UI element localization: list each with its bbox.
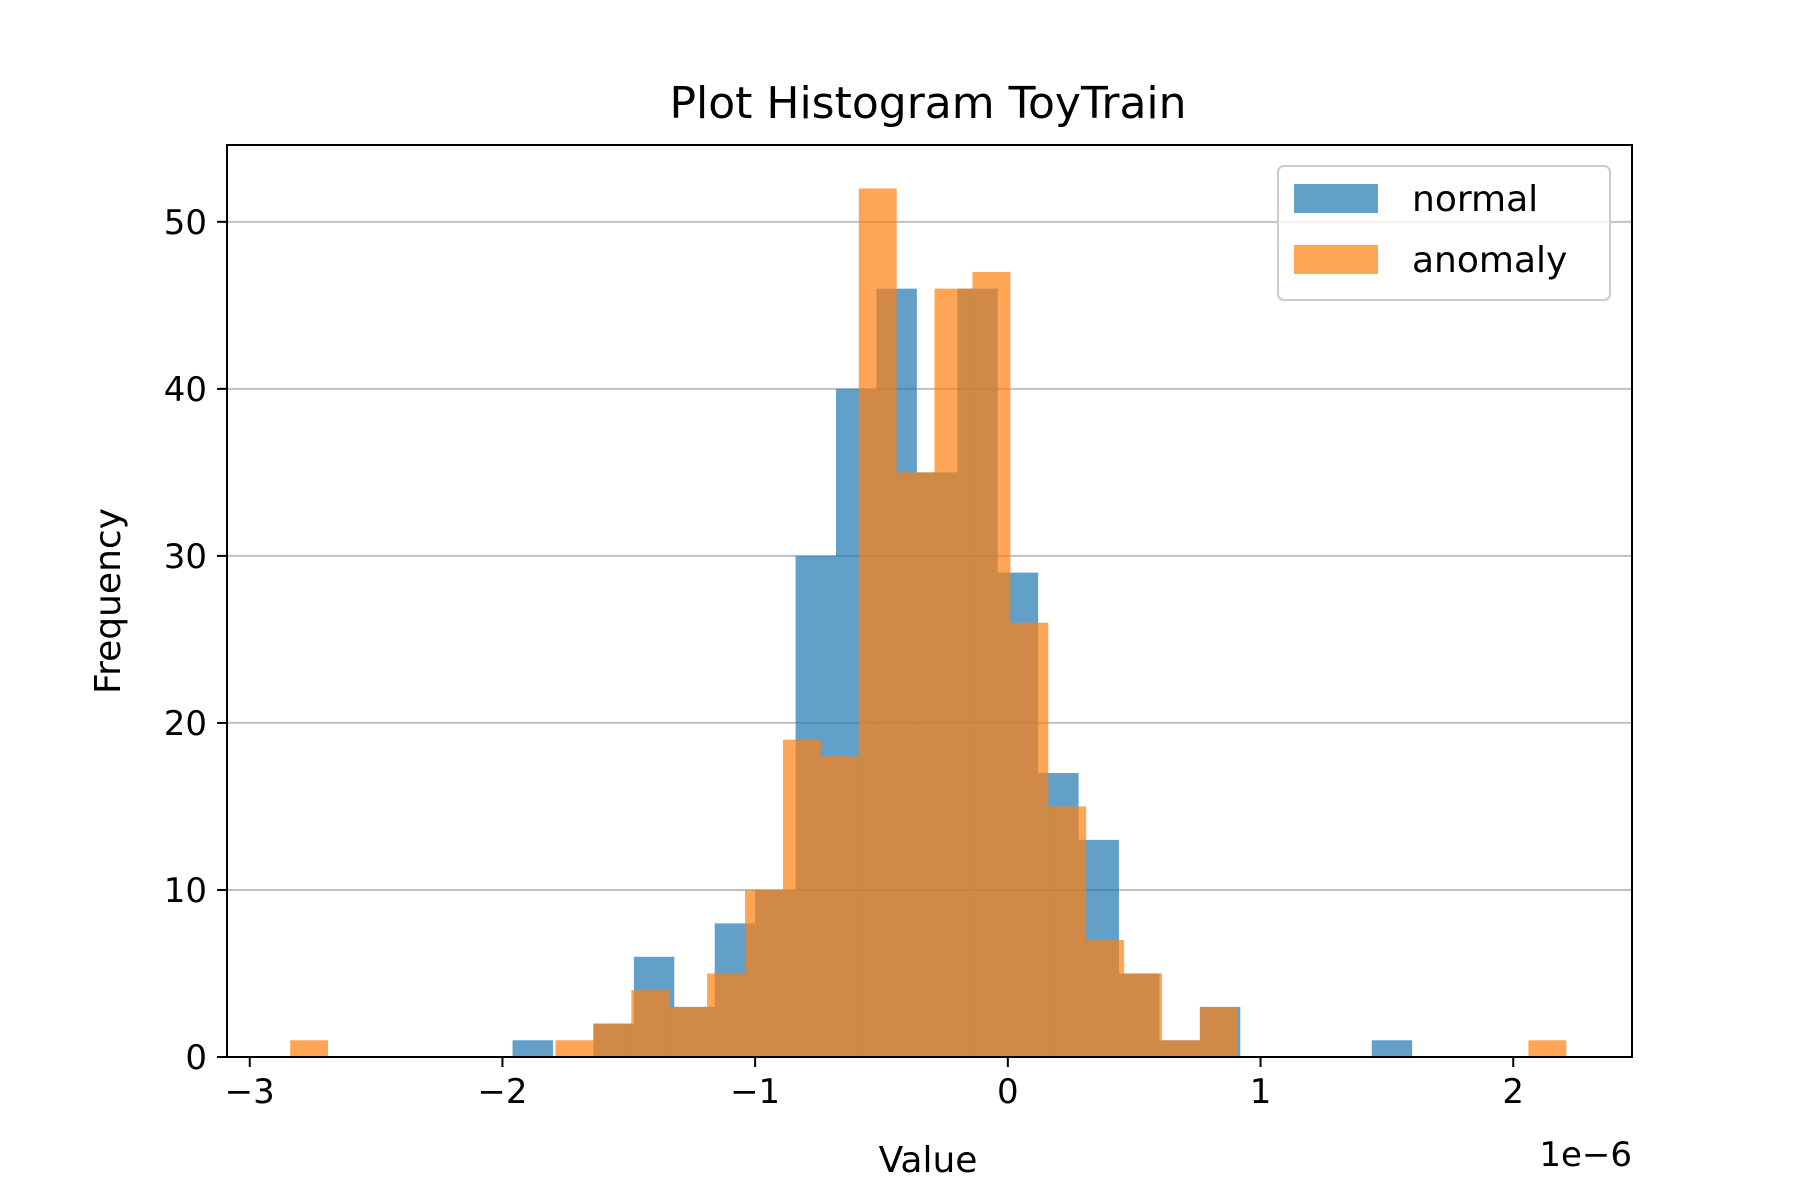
bar-anomaly-5 [707, 973, 746, 1057]
legend-swatch-anomaly [1294, 245, 1378, 274]
x-tick-label: −1 [730, 1072, 780, 1112]
y-tick-label: 10 [164, 871, 207, 911]
bar-anomaly-7 [782, 739, 821, 1057]
y-tick-label: 50 [164, 203, 207, 243]
bar-anomaly-14 [1048, 806, 1087, 1057]
x-tick-label: −2 [477, 1072, 527, 1112]
bar-anomaly-11 [934, 288, 973, 1058]
bar-anomaly-15 [1086, 940, 1125, 1057]
x-tick-label: 1 [1250, 1072, 1272, 1112]
x-tick-label: −3 [225, 1072, 275, 1112]
bar-anomaly-16 [1124, 973, 1162, 1057]
y-axis-ticks: 0 10 20 30 40 50 [164, 203, 227, 1078]
bar-anomaly-1 [555, 1040, 594, 1057]
bar-anomaly-3 [631, 990, 670, 1057]
bar-anomaly-0 [290, 1040, 329, 1057]
legend: normal anomaly [1277, 165, 1611, 301]
bar-anomaly-6 [745, 889, 783, 1057]
x-tick-label: 2 [1502, 1072, 1524, 1112]
x-axis-offset-label: 1e−6 [1539, 1135, 1632, 1175]
bar-anomaly-2 [593, 1023, 632, 1057]
bar-anomaly-12 [972, 271, 1011, 1057]
bar-normal-0 [512, 1040, 553, 1057]
bar-anomaly-17 [1161, 1040, 1200, 1057]
bar-anomaly-18 [1199, 1006, 1238, 1057]
chart-title: Plot Histogram ToyTrain [669, 78, 1186, 129]
y-tick-label: 0 [185, 1038, 207, 1078]
bar-anomaly-10 [896, 472, 935, 1057]
bar-anomaly-8 [820, 756, 859, 1057]
bar-normal-17 [1371, 1040, 1413, 1057]
legend-label-anomaly: anomaly [1412, 240, 1567, 281]
bar-anomaly-9 [858, 188, 897, 1057]
bar-anomaly-13 [1010, 622, 1049, 1057]
legend-label-normal: normal [1412, 179, 1538, 220]
y-tick-label: 20 [164, 704, 207, 744]
x-axis-ticks: −3 −2 −1 0 1 2 [225, 1057, 1524, 1112]
y-tick-label: 30 [164, 537, 207, 577]
plot-frame [226, 144, 1633, 1058]
y-tick-label: 40 [164, 370, 207, 410]
y-axis-label: Frequency [88, 508, 129, 694]
legend-swatch-normal [1294, 184, 1378, 213]
x-axis-label: Value [879, 1140, 978, 1181]
bar-anomaly-4 [669, 1006, 708, 1057]
x-tick-label: 0 [997, 1072, 1019, 1112]
bar-anomaly-19 [1528, 1040, 1567, 1057]
histogram-bars [290, 188, 1567, 1058]
